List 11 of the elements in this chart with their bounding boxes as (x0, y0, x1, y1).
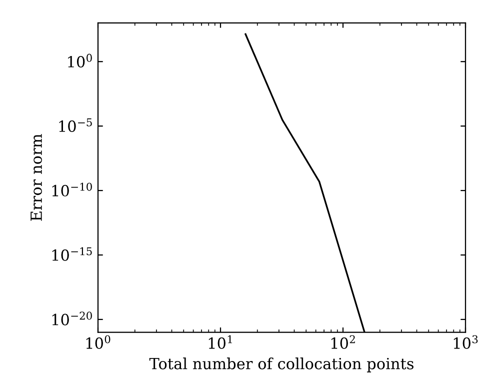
y-tick-label: 10$^{−20}$ (52, 312, 92, 326)
y-tick-label: 10$^{−15}$ (52, 247, 92, 261)
y-tick-label: 10$^{−10}$ (52, 182, 92, 196)
y-tick-label: 10$^{0}$ (68, 54, 92, 68)
y-tick-label: 10$^{−5}$ (59, 118, 92, 132)
x-tick-label: 10$^{2}$ (331, 335, 355, 349)
x-axis-title: Total number of collocation points (149, 358, 414, 372)
x-tick-label: 10$^{0}$ (86, 335, 110, 349)
x-tick-label: 10$^{3}$ (454, 335, 478, 349)
y-axis-title: Error norm (30, 134, 42, 221)
x-tick-label: 10$^{1}$ (208, 335, 232, 349)
